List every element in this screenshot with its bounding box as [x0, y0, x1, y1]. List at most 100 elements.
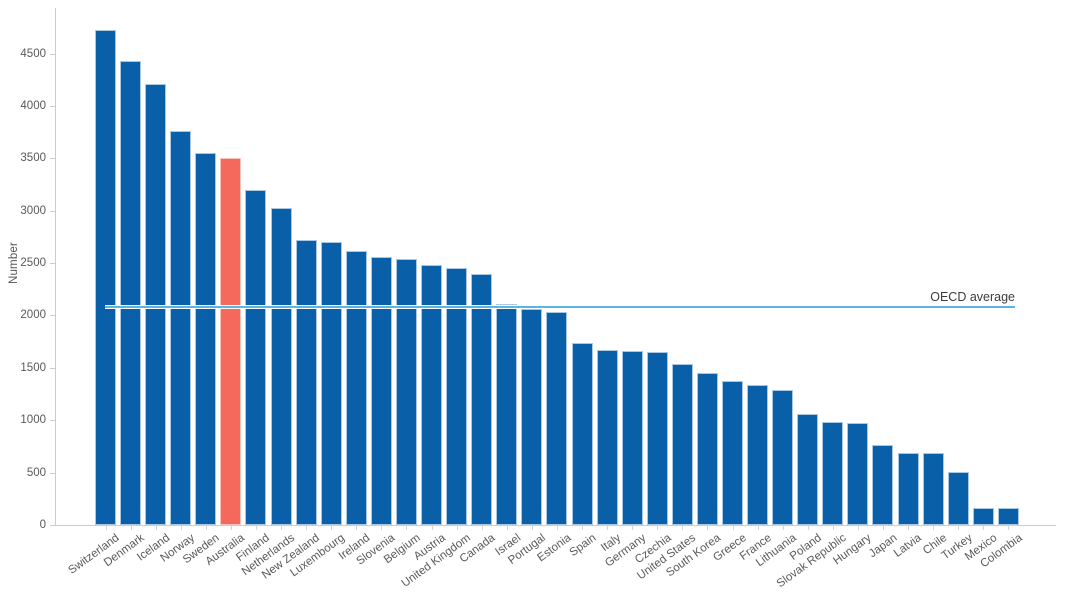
x-tick-mark — [356, 526, 358, 530]
x-tick-mark — [908, 526, 910, 530]
x-tick-mark — [983, 526, 985, 530]
bar-ireland — [345, 250, 367, 525]
y-tick-mark — [50, 472, 55, 474]
oecd-average-line — [105, 305, 1015, 310]
x-tick-mark — [130, 526, 132, 530]
x-tick-mark — [406, 526, 408, 530]
x-tick-mark — [757, 526, 759, 530]
x-tick-mark — [180, 526, 182, 530]
y-tick-label: 1500 — [20, 361, 46, 374]
bar-south-korea — [696, 372, 718, 525]
x-tick-mark — [255, 526, 257, 530]
x-tick-mark — [832, 526, 834, 530]
x-tick-mark — [281, 526, 283, 530]
x-tick-mark — [1008, 526, 1010, 530]
x-tick-mark — [306, 526, 308, 530]
x-tick-mark — [481, 526, 483, 530]
bar-greece — [722, 380, 743, 525]
bar-slovenia — [370, 256, 392, 525]
y-tick-label: 1000 — [20, 414, 46, 427]
y-tick-mark — [50, 525, 55, 526]
y-axis-line — [55, 8, 56, 526]
x-tick-mark — [456, 526, 458, 530]
bar-spain — [571, 342, 593, 525]
bar-latvia — [897, 452, 919, 525]
x-tick-mark — [506, 526, 508, 530]
bar-israel — [496, 303, 518, 525]
y-tick-label: 0 — [39, 519, 46, 531]
bar-portugal — [521, 309, 543, 525]
bar-sweden — [195, 153, 217, 525]
bar-luxembourg — [320, 241, 342, 525]
y-tick-mark — [50, 53, 55, 55]
bar-denmark — [120, 61, 142, 525]
y-tick-label: 500 — [26, 466, 46, 479]
bar-slovak-republic — [822, 421, 844, 525]
bar-germany — [621, 351, 643, 525]
x-tick-mark — [882, 526, 884, 530]
x-tick-mark — [732, 526, 734, 530]
x-tick-label-latvia: Latvia — [892, 532, 925, 560]
x-tick-mark — [556, 526, 558, 530]
oecd-average-line-stroke — [105, 306, 1015, 309]
bar-canada — [471, 274, 493, 525]
y-tick-label: 3500 — [20, 152, 46, 165]
bar-poland — [797, 413, 819, 525]
x-axis-line — [55, 525, 1056, 526]
bar-finland — [245, 189, 267, 525]
y-tick-label: 2000 — [20, 309, 46, 322]
bar-austria — [421, 265, 443, 525]
bar-france — [747, 385, 769, 525]
x-tick-mark — [632, 526, 634, 530]
x-tick-mark — [155, 526, 157, 530]
bar-iceland — [145, 84, 167, 525]
y-tick-mark — [50, 263, 55, 265]
bar-mexico — [972, 507, 994, 525]
bar-united-states — [671, 363, 693, 525]
bar-turkey — [947, 472, 969, 525]
y-tick-mark — [50, 315, 55, 317]
y-tick-label: 2500 — [20, 257, 46, 270]
bar-estonia — [546, 311, 568, 525]
x-tick-mark — [807, 526, 809, 530]
x-tick-label-japan: Japan — [866, 532, 900, 561]
bar-chile — [922, 453, 944, 525]
x-tick-mark — [782, 526, 784, 530]
bar-colombia — [997, 508, 1019, 525]
bar-new-zealand — [295, 239, 317, 525]
bar-italy — [596, 350, 618, 525]
x-tick-mark — [707, 526, 709, 530]
y-tick-mark — [50, 210, 55, 212]
x-tick-mark — [105, 526, 107, 530]
bar-czechia — [646, 352, 668, 525]
bar-lithuania — [772, 390, 794, 525]
oecd-average-label: OECD average — [930, 290, 1015, 304]
x-tick-mark — [331, 526, 333, 530]
y-tick-mark — [50, 420, 55, 422]
bar-netherlands — [270, 207, 292, 525]
y-tick-label: 4500 — [20, 47, 46, 60]
x-tick-mark — [958, 526, 960, 530]
x-tick-mark — [933, 526, 935, 530]
bar-norway — [170, 131, 192, 525]
x-tick-mark — [857, 526, 859, 530]
y-tick-mark — [50, 367, 55, 369]
x-tick-label-spain: Spain — [567, 532, 599, 560]
y-tick-mark — [50, 158, 55, 160]
x-tick-mark — [431, 526, 433, 530]
x-tick-mark — [381, 526, 383, 530]
y-tick-mark — [50, 105, 55, 107]
bar-belgium — [395, 259, 417, 525]
x-tick-mark — [607, 526, 609, 530]
x-tick-mark — [682, 526, 684, 530]
x-tick-mark — [582, 526, 584, 530]
bar-japan — [872, 444, 894, 525]
x-tick-mark — [657, 526, 659, 530]
x-tick-mark — [531, 526, 533, 530]
bar-hungary — [847, 423, 869, 525]
bar-united-kingdom — [446, 267, 468, 525]
y-tick-label: 4000 — [20, 99, 46, 112]
y-tick-label: 3000 — [20, 204, 46, 217]
bar-switzerland — [95, 30, 116, 525]
